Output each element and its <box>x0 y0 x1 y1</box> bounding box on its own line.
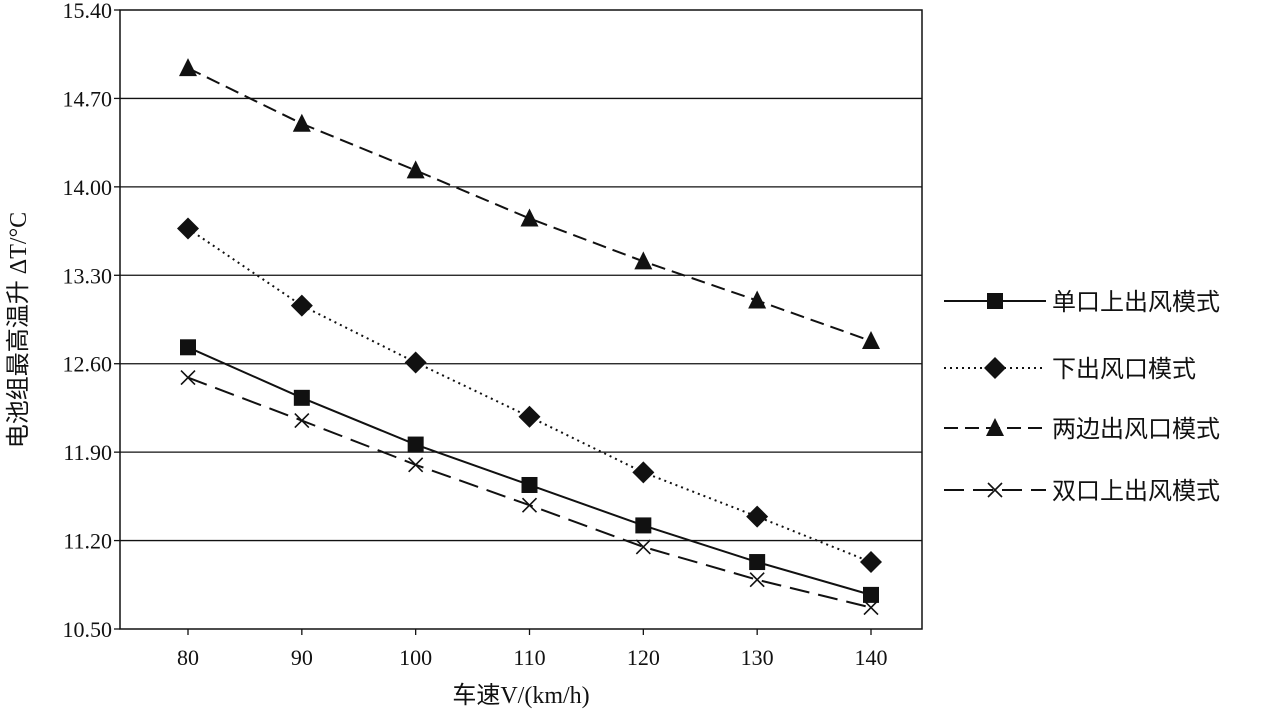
x-tick-label: 140 <box>855 645 888 670</box>
triangle-marker <box>986 418 1004 436</box>
plot-frame <box>119 9 923 630</box>
square-marker <box>749 554 766 571</box>
y-tick-label: 10.50 <box>63 617 113 642</box>
diamond-marker <box>984 357 1006 379</box>
diamond-marker <box>632 461 655 484</box>
cross-marker <box>294 412 310 429</box>
square-marker <box>407 436 424 453</box>
triangle-marker <box>862 330 880 349</box>
legend-item: 两边出风口模式 <box>944 416 1220 443</box>
legend-label: 两边出风口模式 <box>1052 416 1220 443</box>
square-marker <box>635 517 652 534</box>
y-axis-label: 电池组最高温升 ΔT/°C <box>5 212 32 448</box>
triangle-marker <box>520 208 539 227</box>
x-tick-label: 130 <box>741 645 774 670</box>
series-triangle <box>179 58 880 349</box>
y-tick-label: 14.70 <box>63 86 113 111</box>
square-marker <box>521 476 538 493</box>
y-tick-label: 15.40 <box>63 0 113 23</box>
legend-label: 双口上出风模式 <box>1052 478 1220 505</box>
x-tick-label: 110 <box>513 645 545 670</box>
cross-marker <box>749 572 765 588</box>
cross-marker <box>863 599 879 616</box>
diamond-marker <box>746 505 769 528</box>
legend-label: 下出风口模式 <box>1052 356 1196 383</box>
triangle-marker <box>292 113 311 132</box>
x-axis-label: 车速V/(km/h) <box>452 682 589 709</box>
triangle-marker <box>748 290 767 309</box>
triangle-marker <box>179 58 197 77</box>
x-tick-label: 120 <box>627 645 660 670</box>
diamond-marker <box>404 351 427 374</box>
diamond-marker <box>177 217 199 240</box>
square-marker <box>293 389 310 406</box>
cross-marker <box>180 370 196 386</box>
grid <box>120 97 922 542</box>
y-tick-label: 12.60 <box>63 352 113 377</box>
cross-marker <box>987 482 1003 498</box>
x-tick-label: 80 <box>177 645 199 670</box>
square-marker <box>987 293 1003 309</box>
series-group <box>177 58 882 616</box>
triangle-marker <box>406 160 425 179</box>
y-tick-label: 14.00 <box>63 175 113 200</box>
diamond-marker <box>518 405 541 428</box>
diamond-marker <box>860 551 882 574</box>
legend-item: 下出风口模式 <box>944 356 1196 383</box>
square-marker <box>863 586 879 603</box>
legend-label: 单口上出风模式 <box>1052 289 1220 316</box>
x-tick-label: 100 <box>399 645 432 670</box>
series-line <box>187 346 872 596</box>
y-tick-label: 11.90 <box>63 440 112 465</box>
series-diamond <box>177 217 882 574</box>
series-line <box>187 67 872 342</box>
series-cross <box>180 370 879 616</box>
cross-marker <box>635 539 651 555</box>
cross-marker <box>408 457 424 473</box>
legend-item: 单口上出风模式 <box>944 289 1220 316</box>
ticks: 10.50 11.20 11.90 12.60 13.30 14.00 14.70 15.40… <box>63 0 888 670</box>
series-line <box>187 227 872 563</box>
y-tick-label: 11.20 <box>63 529 112 554</box>
triangle-marker <box>634 251 653 270</box>
square-marker <box>180 339 196 356</box>
series-square <box>180 339 879 603</box>
cross-marker <box>521 497 538 513</box>
diamond-marker <box>290 294 313 317</box>
y-tick-label: 13.30 <box>63 263 113 288</box>
legend-item: 双口上出风模式 <box>944 478 1220 505</box>
x-tick-label: 90 <box>291 645 313 670</box>
